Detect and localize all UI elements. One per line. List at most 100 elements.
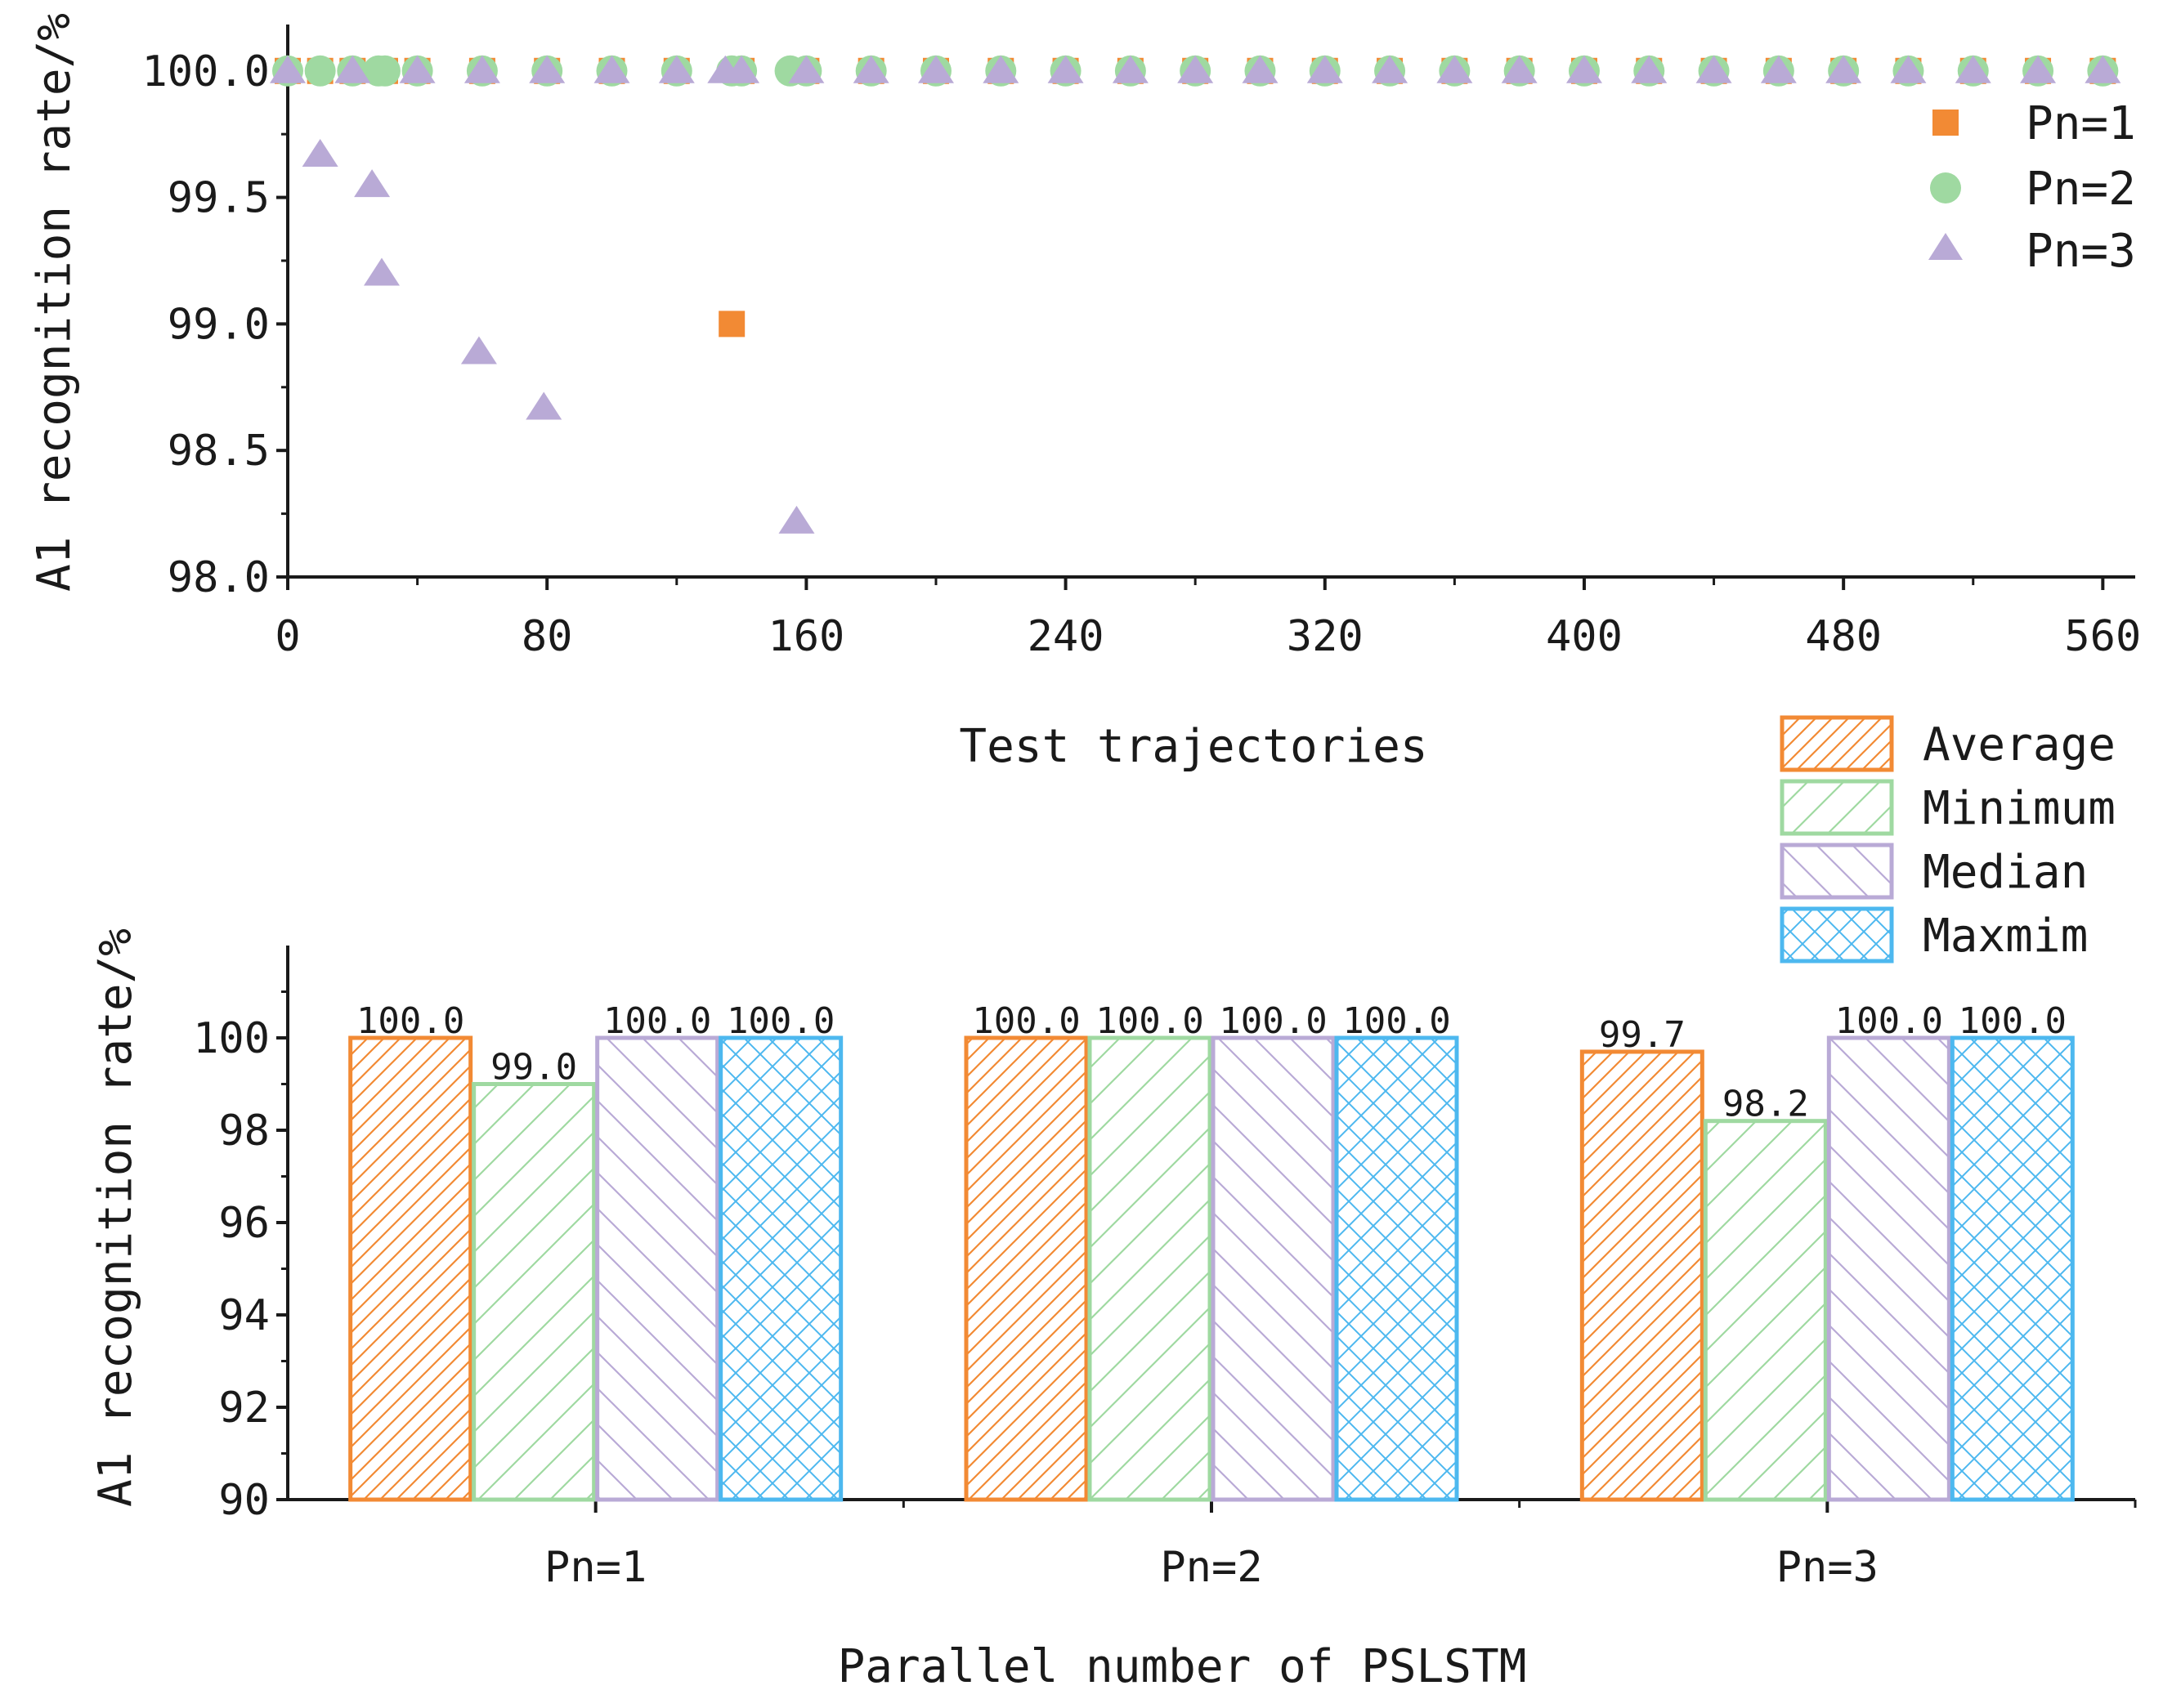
bar-median-pn3 <box>1826 1035 1951 1502</box>
scatter-point-pn2 <box>304 55 336 87</box>
scatter-point-pn3 <box>464 55 500 83</box>
scatter-point-pn3 <box>460 336 497 364</box>
scatter-point-pn3 <box>778 505 815 534</box>
scatter-point-pn3 <box>1436 55 1473 83</box>
scatter-point-pn3 <box>1112 55 1149 83</box>
scatter-point-pn3 <box>1890 55 1927 83</box>
scatter-point-pn3 <box>853 55 889 83</box>
scatter-point-pn3 <box>363 257 400 286</box>
bar-y-tick-label: 92 <box>218 1384 270 1433</box>
legend-label-pn3: Pn=3 <box>2026 225 2136 278</box>
legend-label-median: Median <box>1923 846 2088 899</box>
scatter-y-tick-label: 99.5 <box>168 174 270 223</box>
scatter-x-tick-label: 160 <box>768 612 844 661</box>
bar-data-label: 100.0 <box>1342 1000 1450 1042</box>
scatter-axes: 98.0 98.5 99.0 99.5 100.0 0 80 160 240 320 400 480 5… <box>141 25 2141 661</box>
legend-label-pn1: Pn=1 <box>2026 97 2136 150</box>
scatter-x-tick-label: 80 <box>522 612 573 661</box>
scatter-point-pn3 <box>2085 55 2121 83</box>
scatter-y-axis-title: A1 recognition rate/% <box>28 13 81 592</box>
bar-maxmim-pn2 <box>1334 1035 1459 1502</box>
scatter-point-pn3 <box>983 55 1019 83</box>
bar-y-tick-label: 98 <box>218 1107 270 1156</box>
bar-average-pn2 <box>964 1035 1089 1502</box>
bar-data-label: 98.2 <box>1722 1084 1809 1125</box>
scatter-y-tick-label: 98.5 <box>168 427 270 476</box>
scatter-marks <box>270 55 2121 534</box>
scatter-x-axis-title: Test trajectories <box>959 720 1427 773</box>
bar-average-pn3 <box>1579 1049 1704 1502</box>
scatter-point-pn3 <box>270 55 306 83</box>
bar-minimum-pn2 <box>1087 1035 1212 1502</box>
bar-legend: Average Minimum Median Maxmim <box>1780 715 2116 964</box>
scatter-point-pn3 <box>1631 55 1668 83</box>
bar-data-label: 99.7 <box>1599 1014 1686 1056</box>
scatter-point-pn3 <box>1565 55 1602 83</box>
bar-median-pn1 <box>595 1035 720 1502</box>
scatter-x-tick-label: 240 <box>1028 612 1104 661</box>
scatter-x-tick-label: 320 <box>1287 612 1364 661</box>
bar-y-tick-label: 100 <box>193 1014 270 1063</box>
scatter-point-pn3 <box>788 55 825 83</box>
legend-marker-pn3 <box>1928 233 1963 260</box>
bar-average-pn1 <box>348 1035 473 1502</box>
scatter-point-pn3 <box>658 55 695 83</box>
bar-data-label: 100.0 <box>1095 1000 1203 1042</box>
bar-x-axis-title: Parallel number of PSLSTM <box>838 1640 1527 1693</box>
bar-data-label: 100.0 <box>1219 1000 1327 1042</box>
bar-x-tick-label: Pn=2 <box>1160 1543 1262 1592</box>
scatter-point-pn3 <box>302 138 338 167</box>
scatter-point-pn3 <box>1760 55 1797 83</box>
bar-x-tick-label: Pn=1 <box>544 1543 647 1592</box>
bar-data-label: 100.0 <box>972 1000 1080 1042</box>
scatter-point-pn3 <box>1047 55 1084 83</box>
scatter-chart: 98.0 98.5 99.0 99.5 100.0 0 80 160 240 320 400 480 5… <box>28 13 2141 773</box>
legend-marker-pn2 <box>1930 172 1961 203</box>
scatter-legend: Pn=1 Pn=2 Pn=3 <box>1928 97 2136 278</box>
bar-y-tick-label: 90 <box>218 1476 270 1525</box>
bar-data-label: 100.0 <box>603 1000 711 1042</box>
scatter-point-pn3 <box>1501 55 1538 83</box>
legend-swatch-maximum <box>1780 906 1894 964</box>
legend-label-average: Average <box>1923 718 2116 771</box>
bar-y-axis-title: A1 recognition rate/% <box>89 928 142 1507</box>
legend-swatch-minimum <box>1780 779 1894 836</box>
scatter-point-pn1 <box>719 311 746 338</box>
legend-label-minimum: Minimum <box>1923 782 2116 835</box>
scatter-point-pn3 <box>1955 55 1991 83</box>
scatter-x-tick-label: 560 <box>2064 612 2141 661</box>
scatter-x-tick-label: 0 <box>275 612 300 661</box>
bar-data-label: 100.0 <box>1959 1000 2067 1042</box>
bar-data-label: 100.0 <box>356 1000 464 1042</box>
scatter-point-pn3 <box>1177 55 1214 83</box>
scatter-x-tick-label: 480 <box>1805 612 1882 661</box>
scatter-x-tick-label: 400 <box>1546 612 1623 661</box>
legend-marker-pn1 <box>1932 110 1959 136</box>
scatter-point-pn3 <box>2020 55 2057 83</box>
legend-label-pn2: Pn=2 <box>2026 163 2136 216</box>
scatter-point-pn3 <box>1695 55 1732 83</box>
scatter-point-pn3 <box>526 391 562 420</box>
bar-y-tick-label: 96 <box>218 1199 270 1248</box>
scatter-point-pn3 <box>399 55 436 83</box>
bar-marks: 100.0 99.0 100.0 100.0 100.0 100.0 100.0 100.0 9… <box>348 1000 2075 1502</box>
legend-swatch-median <box>1780 843 1894 900</box>
scatter-point-pn3 <box>529 55 566 83</box>
scatter-point-pn2 <box>369 55 401 87</box>
bar-maxmim-pn1 <box>719 1035 844 1502</box>
bar-minimum-pn1 <box>472 1082 597 1502</box>
bar-minimum-pn3 <box>1703 1119 1828 1502</box>
scatter-point-pn3 <box>723 55 760 83</box>
scatter-point-pn3 <box>593 55 630 83</box>
scatter-y-tick-label: 100.0 <box>141 47 270 96</box>
bar-x-tick-label: Pn=3 <box>1776 1543 1879 1592</box>
scatter-point-pn3 <box>1372 55 1408 83</box>
legend-label-maximum: Maxmim <box>1923 910 2088 963</box>
bar-data-label: 100.0 <box>1835 1000 1943 1042</box>
bar-median-pn2 <box>1211 1035 1336 1502</box>
scatter-point-pn3 <box>1825 55 1862 83</box>
scatter-point-pn3 <box>917 55 954 83</box>
bar-data-label: 99.0 <box>490 1047 577 1089</box>
